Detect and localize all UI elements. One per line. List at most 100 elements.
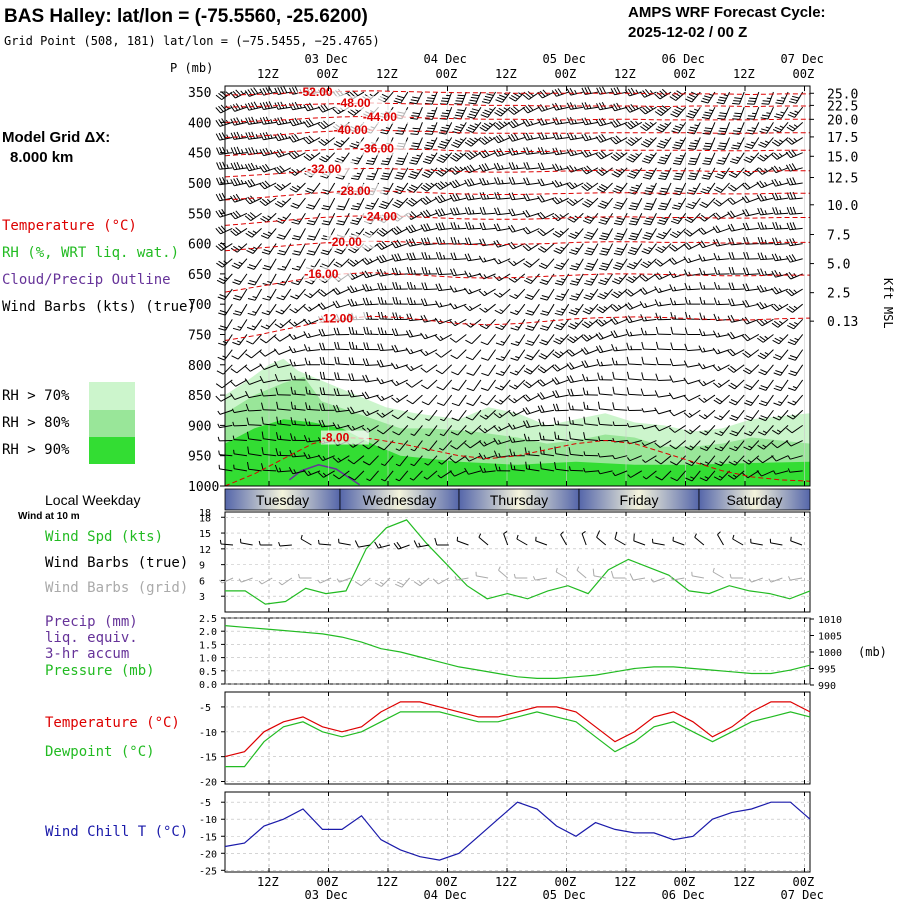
xsec-wind-barb-flag [259, 88, 265, 96]
xsec-wind-barb-flag [610, 88, 615, 96]
xsec-wind-barb-half [626, 457, 631, 461]
xsec-wind-barb-half [644, 316, 647, 321]
windchill-label: Wind Chill T (°C) [45, 824, 188, 840]
xsec-wind-barb-flag [687, 203, 695, 207]
xsec-wind-barb-flag [496, 239, 502, 247]
xsec-wind-barb-flag [291, 185, 299, 191]
xsec-wind-barb [517, 334, 526, 346]
xsec-wind-barb-flag [598, 345, 604, 353]
xsec-wind-barb [307, 408, 321, 411]
xsec-wind-barb-flag [629, 189, 637, 193]
xsec-wind-barb-flag [218, 260, 225, 266]
xsec-wind-barb-flag [759, 180, 765, 187]
xsec-wind-barb-half [440, 418, 445, 422]
xsec-wind-barb-flag [628, 172, 637, 177]
xsec-wind-barb-flag [233, 178, 238, 186]
wind-barb-true-half [378, 543, 382, 548]
xsec-wind-barb-flag [450, 237, 454, 245]
xsec-wind-barb [482, 212, 496, 215]
xsec-wind-barb [720, 455, 730, 467]
xsec-wind-barb-half [518, 92, 523, 96]
xsec-wind-barb-flag [319, 403, 323, 411]
xsec-wind-barb-flag [611, 344, 615, 352]
xsec-wind-barb-flag [420, 224, 425, 232]
xsec-wind-barb [321, 424, 335, 428]
xsec-wind-barb-flag [251, 146, 256, 155]
isotherm-line [224, 115, 810, 123]
wind-barb-grid-half [278, 581, 283, 586]
xsec-wind-barb-flag [348, 326, 352, 335]
xsec-wind-barb-flag [613, 291, 621, 297]
xsec-wind-barb-flag [273, 348, 280, 355]
xsec-wind-barb [427, 379, 438, 390]
xsec-wind-barb [526, 137, 540, 141]
wind-barb-grid [593, 575, 606, 579]
xsec-wind-barb-flag [216, 262, 223, 268]
xsec-wind-barb-half [356, 203, 361, 205]
xsec-wind-barb-flag [660, 156, 668, 160]
xsec-wind-barb-flag [377, 296, 381, 305]
xsec-wind-barb-flag [216, 177, 220, 185]
xsec-wind-barb-half [574, 231, 580, 235]
xsec-wind-barb-half [225, 91, 230, 95]
xsec-wind-barb [398, 197, 409, 209]
xsec-wind-barb-half [499, 399, 504, 403]
xsec-wind-barb-flag [466, 372, 474, 376]
xsec-wind-barb-flag [454, 114, 463, 117]
xsec-wind-barb-flag [288, 467, 294, 474]
xsec-wind-barb [590, 288, 599, 300]
xsec-wind-barb [248, 468, 262, 472]
xsec-wind-barb [576, 258, 584, 271]
pressure-tick-label: 900 [188, 419, 211, 434]
xsec-wind-barb-half [589, 292, 595, 296]
xsec-wind-barb-flag [584, 252, 592, 256]
xsec-wind-barb-flag [598, 186, 606, 191]
xsec-wind-barb [703, 227, 716, 235]
xsec-wind-barb-flag [278, 234, 286, 238]
xsec-wind-barb-flag [525, 342, 533, 346]
xsec-wind-barb-flag [379, 255, 385, 263]
xsec-wind-barb [351, 409, 365, 415]
xsec-wind-barb [441, 364, 453, 375]
xsec-wind-barb-flag [422, 197, 429, 204]
xsec-wind-barb [762, 167, 774, 175]
xsec-wind-barb-flag [253, 87, 259, 94]
xsec-wind-barb [601, 167, 613, 176]
xsec-wind-barb-flag [540, 405, 545, 413]
xsec-wind-barb-half [279, 435, 282, 440]
xsec-wind-barb-half [527, 436, 530, 441]
xsec-wind-barb [794, 106, 804, 118]
xsec-wind-barb-flag [587, 86, 592, 94]
xsec-wind-barb [620, 213, 628, 226]
xsec-wind-barb-half [371, 157, 376, 160]
xsec-wind-barb-flag [729, 447, 737, 452]
xsec-wind-barb-flag [424, 158, 432, 162]
xsec-wind-barb [453, 258, 467, 261]
xsec-wind-barb-half [503, 121, 508, 125]
xsec-wind-barb-flag [289, 449, 293, 458]
xsec-wind-barb-flag [259, 350, 266, 357]
xsec-wind-barb [599, 408, 613, 411]
xsec-wind-barb [263, 438, 277, 442]
xsec-wind-barb-flag [468, 102, 476, 105]
xsec-wind-barb-flag [262, 215, 270, 221]
xsec-wind-barb [472, 364, 482, 376]
xsec-wind-barb [526, 409, 540, 415]
wind-barb-grid [576, 569, 587, 579]
xsec-wind-barb [322, 455, 335, 462]
xsec-wind-barb-flag [657, 246, 665, 252]
xsec-wind-barb-half [588, 119, 592, 124]
xsec-wind-barb-flag [247, 446, 250, 454]
xsec-wind-barb-half [431, 94, 436, 97]
xsec-wind-barb-flag [554, 462, 557, 470]
wind-barb-true-flag [614, 531, 618, 540]
xsec-wind-barb [254, 288, 262, 301]
xsec-wind-barb-half [296, 265, 301, 268]
xsec-wind-barb-flag [683, 256, 689, 263]
pressure-right-label: 990 [818, 681, 836, 692]
xsec-wind-barb [263, 379, 277, 384]
isotherm-label: -36.00 [360, 141, 394, 155]
xsec-wind-barb-flag [410, 117, 418, 120]
xsec-wind-barb-flag [454, 103, 462, 105]
xsec-wind-barb-half [604, 292, 609, 295]
